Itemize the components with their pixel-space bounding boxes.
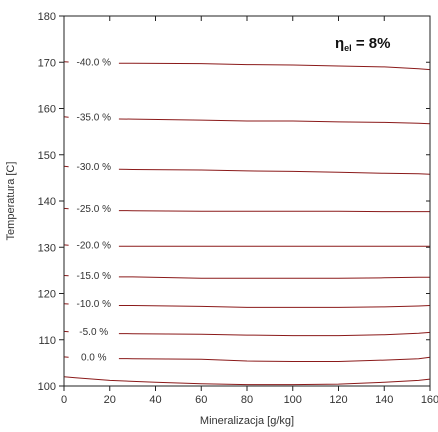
x-tick-label: 160: [421, 394, 438, 406]
contour-label: -25.0 %: [77, 204, 112, 215]
contour-labels: -40.0 % -35.0 % -30.0 % -25.0 % -20.0 % -15.0…: [77, 57, 112, 363]
y-tick-label: 150: [38, 150, 56, 162]
contour-label: 0.0 %: [81, 352, 107, 363]
contour-lines: [63, 61, 431, 386]
axis-ticks: 0 20 40 60 80 100 120 140 160 100 110 120 130 140 150 1…: [38, 11, 438, 406]
annotation-subscript: el: [344, 43, 352, 53]
contour-line: [63, 376, 431, 386]
x-tick-label: 140: [375, 394, 393, 406]
plot-area-frame: [63, 15, 431, 387]
efficiency-annotation: ηel = 8%: [335, 35, 390, 53]
x-tick-label: 60: [195, 394, 207, 406]
x-tick-label: 120: [329, 394, 347, 406]
y-tick-label: 130: [38, 242, 56, 254]
contour-line: [118, 356, 431, 362]
y-tick-label: 110: [38, 335, 56, 347]
y-tick-label: 140: [38, 196, 56, 208]
contour-label: -15.0 %: [77, 271, 112, 282]
contour-line: [118, 168, 431, 175]
x-tick-label: 80: [241, 394, 253, 406]
contour-line: [118, 210, 430, 213]
contour-line: [118, 331, 431, 337]
x-tick-label: 100: [284, 394, 302, 406]
contour-line: [118, 62, 431, 71]
contour-label: -10.0 %: [77, 299, 112, 310]
contour-label: -35.0 %: [77, 112, 112, 123]
x-axis-label: Mineralizacja [g/kg]: [200, 415, 294, 427]
contour-line: [118, 118, 431, 125]
x-tick-label: 20: [104, 394, 116, 406]
annotation-value: = 8%: [352, 35, 391, 52]
contour-label: -40.0 %: [77, 57, 112, 68]
y-axis-label: Temperatura [C]: [5, 162, 17, 241]
y-tick-label: 100: [38, 381, 56, 393]
contour-label: -5.0 %: [79, 327, 108, 338]
contour-line: [118, 305, 431, 308]
y-tick-label: 180: [38, 11, 56, 23]
x-tick-label: 0: [61, 394, 67, 406]
contour-line: [118, 276, 430, 279]
contour-label: -20.0 %: [77, 240, 112, 251]
y-tick-label: 120: [38, 289, 56, 301]
y-tick-label: 160: [38, 104, 56, 116]
annotation-eta: η: [335, 35, 344, 52]
y-tick-label: 170: [38, 57, 56, 69]
x-tick-label: 40: [149, 394, 161, 406]
contour-label: -30.0 %: [77, 162, 112, 173]
